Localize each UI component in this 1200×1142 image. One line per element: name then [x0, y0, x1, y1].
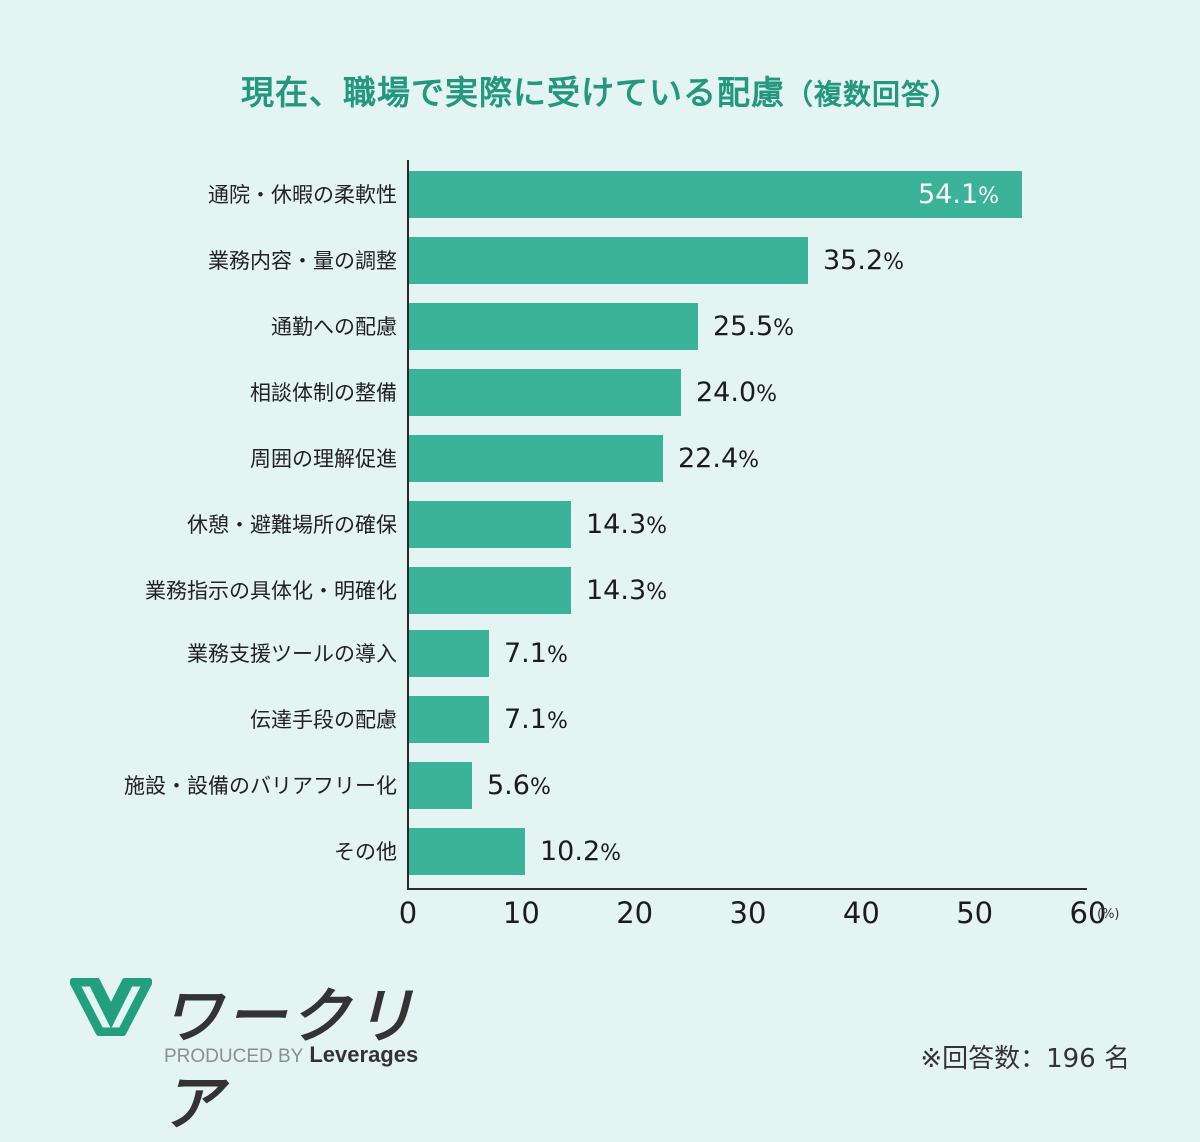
- respondent-count: ※回答数：196 名: [920, 1044, 1130, 1074]
- category-label: 相談体制の整備: [250, 381, 397, 405]
- x-axis-line: [407, 888, 1087, 890]
- x-tick-label: 60: [1069, 896, 1107, 930]
- x-tick-label: 40: [842, 896, 880, 930]
- produced-by: PRODUCED BY Leverages: [164, 1042, 418, 1068]
- bar: [409, 828, 525, 875]
- bar-row: 業務内容・量の調整 35.2%: [0, 237, 1200, 285]
- bar: [409, 237, 808, 284]
- value-label: 54.1%: [918, 179, 1000, 210]
- value-label: 7.1%: [504, 638, 568, 669]
- value-label: 22.4%: [678, 443, 760, 474]
- category-label: 通院・休暇の柔軟性: [208, 183, 397, 207]
- category-label: その他: [334, 840, 397, 864]
- category-label: 施設・設備のバリアフリー化: [124, 774, 397, 798]
- category-label: 通勤への配慮: [271, 315, 397, 339]
- bar: [409, 369, 681, 416]
- value-label: 5.6%: [487, 770, 551, 801]
- value-label: 24.0%: [696, 377, 778, 408]
- value-label: 7.1%: [504, 704, 568, 735]
- bar-row: その他 10.2%: [0, 828, 1200, 876]
- logo-text: ワークリア: [162, 982, 418, 1139]
- bar-row: 業務支援ツールの導入 7.1%: [0, 630, 1200, 678]
- bar-row: 施設・設備のバリアフリー化 5.6%: [0, 762, 1200, 810]
- bar: [409, 171, 1022, 218]
- chart-title: 現在、職場で実際に受けている配慮（複数回答）: [0, 66, 1200, 114]
- x-tick-label: 0: [398, 896, 418, 930]
- produced-by-label: PRODUCED BY: [164, 1046, 304, 1067]
- bar: [409, 567, 571, 614]
- value-label: 14.3%: [586, 575, 668, 606]
- bar: [409, 303, 698, 350]
- category-label: 周囲の理解促進: [250, 447, 397, 471]
- y-axis-line: [407, 160, 409, 890]
- bar-row: 通院・休暇の柔軟性 54.1%: [0, 171, 1200, 219]
- brand-name: Leverages: [309, 1042, 419, 1067]
- x-tick-label: 30: [729, 896, 767, 930]
- w-logo-icon: [70, 978, 152, 1036]
- bar: [409, 630, 489, 677]
- category-label: 業務内容・量の調整: [208, 249, 397, 273]
- workclear-logo: ワークリア PRODUCED BY Leverages: [70, 972, 430, 1139]
- x-tick-label: 10: [502, 896, 540, 930]
- value-label: 25.5%: [713, 311, 795, 342]
- bar: [409, 762, 472, 809]
- bar: [409, 435, 663, 482]
- x-tick-label: 20: [616, 896, 654, 930]
- x-axis-unit: (%): [1097, 907, 1120, 922]
- bar-chart: 通院・休暇の柔軟性 54.1% 業務内容・量の調整 35.2% 通勤への配慮 25.5% 相…: [0, 160, 1200, 930]
- value-label: 14.3%: [586, 509, 668, 540]
- category-label: 伝達手段の配慮: [250, 708, 397, 732]
- value-label: 10.2%: [540, 836, 622, 867]
- bar-row: 業務指示の具体化・明確化 14.3%: [0, 567, 1200, 615]
- category-label: 業務指示の具体化・明確化: [145, 579, 397, 603]
- bar-row: 伝達手段の配慮 7.1%: [0, 696, 1200, 744]
- category-label: 休憩・避難場所の確保: [187, 513, 397, 537]
- bar-row: 周囲の理解促進 22.4%: [0, 435, 1200, 483]
- value-label: 35.2%: [823, 245, 905, 276]
- bar: [409, 501, 571, 548]
- bar-row: 相談体制の整備 24.0%: [0, 369, 1200, 417]
- chart-title-sub: （複数回答）: [784, 78, 959, 111]
- bar: [409, 696, 489, 743]
- bar-row: 休憩・避難場所の確保 14.3%: [0, 501, 1200, 549]
- chart-title-main: 現在、職場で実際に受けている配慮: [240, 73, 785, 112]
- category-label: 業務支援ツールの導入: [187, 642, 397, 666]
- x-tick-label: 50: [956, 896, 994, 930]
- bar-row: 通勤への配慮 25.5%: [0, 303, 1200, 351]
